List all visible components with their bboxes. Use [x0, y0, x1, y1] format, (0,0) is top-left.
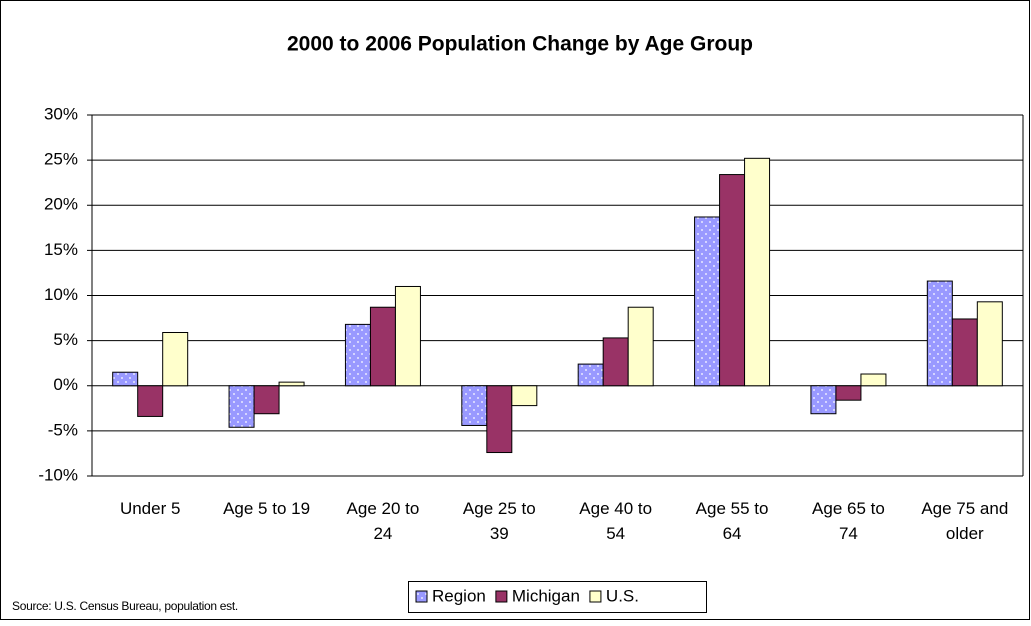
bar [951, 318, 978, 387]
bars [112, 157, 1003, 454]
x-tick-label: Age 40 to 54 [579, 499, 653, 543]
y-tick-label: 20% [44, 195, 78, 214]
bar [926, 280, 953, 387]
x-tick-label-box: Age 65 to 74 [812, 499, 885, 543]
bar [344, 323, 371, 387]
bar [369, 306, 396, 387]
legend-swatch [495, 590, 508, 603]
bar [719, 174, 746, 387]
x-tick-label: Under 5 [119, 499, 181, 518]
bar [228, 385, 255, 428]
y-tick-label: 0% [53, 375, 78, 394]
y-tick-label: 5% [53, 330, 78, 349]
bar [577, 363, 604, 387]
x-tick-label-box: Age 40 to 54 [579, 499, 653, 543]
x-tick-label: Age 5 to 19 [223, 499, 311, 518]
y-tick-label: 10% [44, 285, 78, 304]
x-tick-label: Age 20 to 24 [346, 499, 420, 543]
legend-box [408, 581, 707, 613]
x-tick-label: Age 55 to 64 [695, 499, 769, 543]
bar [278, 381, 305, 387]
bar [461, 385, 488, 426]
legend-label: Region [432, 586, 486, 605]
x-tick-label: Age 75 and older [921, 499, 1009, 543]
bar [112, 371, 139, 387]
y-tick-label: 25% [44, 150, 78, 169]
bar [835, 385, 862, 401]
bar [162, 332, 189, 387]
y-tick-label: 30% [44, 104, 78, 123]
x-tick-label-box: Age 5 to 19 [223, 499, 311, 518]
bar [486, 385, 513, 454]
bar [394, 285, 421, 387]
x-tick-label-box: Age 55 to 64 [695, 499, 769, 543]
legend-label: Michigan [512, 586, 580, 605]
bar [511, 385, 538, 407]
bar [810, 385, 837, 415]
y-tick-label: 15% [44, 240, 78, 259]
legend-swatch [589, 590, 602, 603]
bar [253, 385, 280, 415]
legend: Region Michigan U.S. [415, 586, 639, 605]
y-tick-label: -5% [48, 420, 78, 439]
chart-title: 2000 to 2006 Population Change by Age Gr… [287, 33, 753, 56]
bar [602, 337, 629, 387]
legend-label: U.S. [606, 586, 639, 605]
legend-swatch [415, 590, 428, 603]
bar [694, 216, 721, 387]
x-tick-label-box: Under 5 [119, 499, 181, 518]
x-tick-label-box: Age 25 to 39 [462, 499, 536, 543]
x-tick-label: Age 25 to 39 [462, 499, 536, 543]
source-note: Source: U.S. Census Bureau, population e… [12, 599, 238, 613]
x-tick-label-box: Age 75 and older [921, 499, 1009, 543]
bar [860, 373, 887, 387]
bar [137, 385, 164, 417]
x-tick-label-box: Age 20 to 24 [346, 499, 420, 543]
y-tick-label: -10% [38, 465, 78, 484]
x-tick-label: Age 65 to 74 [812, 499, 885, 543]
bar [744, 157, 771, 387]
bar [976, 301, 1003, 387]
bar [627, 306, 654, 387]
